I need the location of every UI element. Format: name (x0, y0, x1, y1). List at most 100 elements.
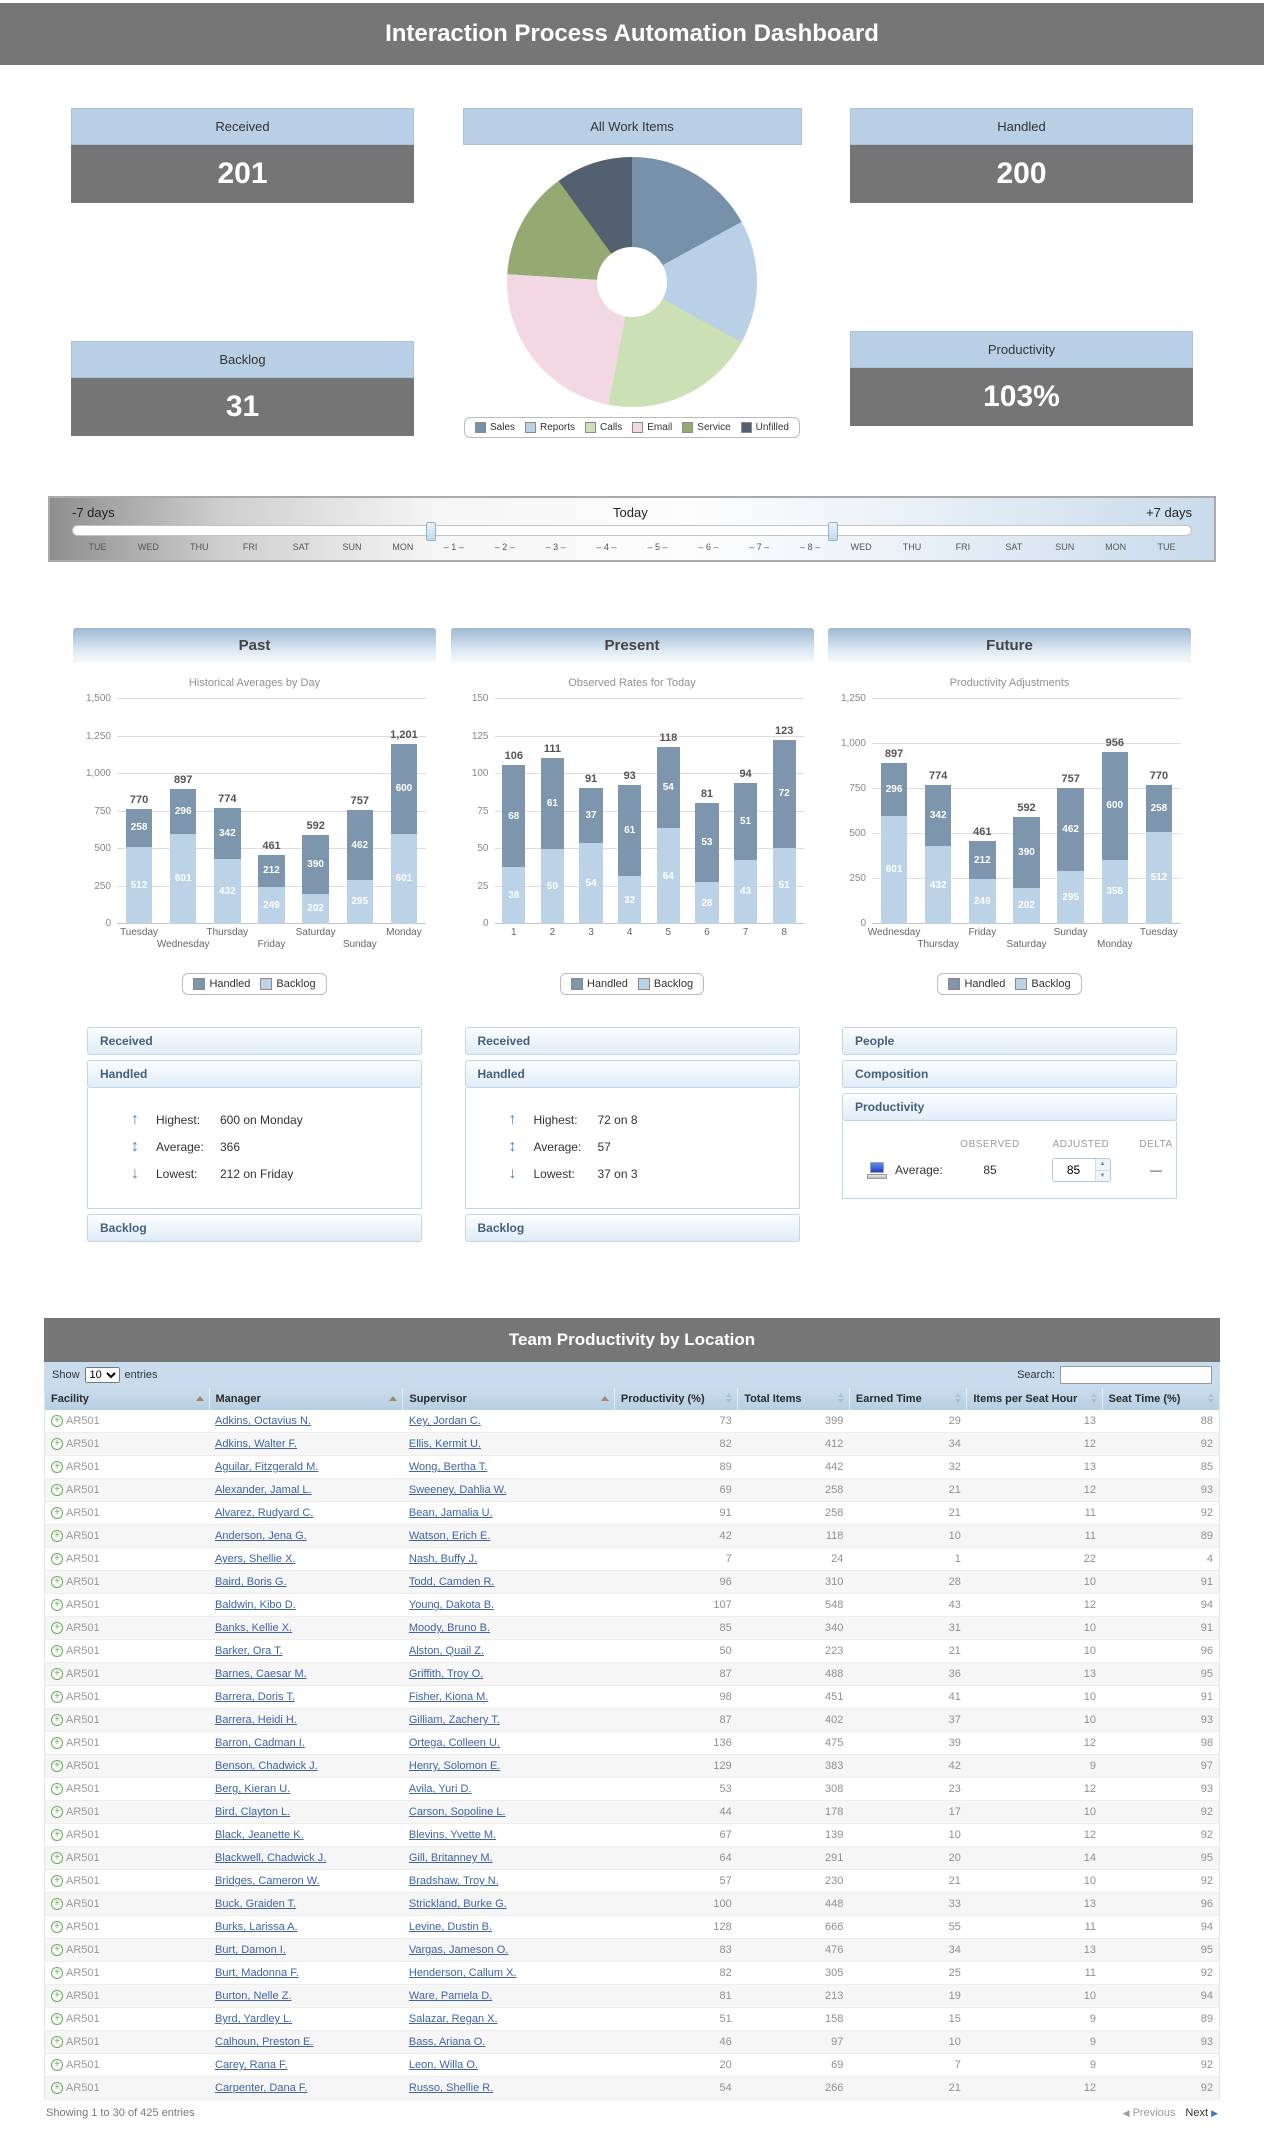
supervisor-link[interactable]: Strickland, Burke G. (408, 1898, 507, 1910)
search-input[interactable] (1060, 1366, 1212, 1384)
adjusted-input[interactable] (1052, 1159, 1095, 1181)
manager-link[interactable]: Adkins, Walter F. (215, 1438, 298, 1450)
accordion-header-backlog[interactable]: Backlog (87, 1214, 422, 1242)
accordion-header-backlog[interactable]: Backlog (464, 1214, 800, 1242)
expand-row-icon[interactable]: + (51, 1599, 63, 1611)
column-header-items-per-seat-hour[interactable]: Items per Seat Hour (966, 1388, 1102, 1410)
expand-row-icon[interactable]: + (51, 1737, 63, 1749)
manager-link[interactable]: Benson, Chadwick J. (215, 1760, 318, 1772)
supervisor-link[interactable]: Nash, Buffy J. (408, 1553, 478, 1565)
supervisor-link[interactable]: Ortega, Colleen U. (408, 1737, 500, 1749)
supervisor-link[interactable]: Avila, Yuri D. (408, 1783, 472, 1795)
column-header-facility[interactable]: Facility (44, 1388, 209, 1410)
expand-row-icon[interactable]: + (51, 1967, 63, 1979)
supervisor-link[interactable]: Vargas, Jameson O. (408, 1944, 509, 1956)
manager-link[interactable]: Berg, Kieran U. (215, 1783, 291, 1795)
expand-row-icon[interactable]: + (51, 1875, 63, 1887)
accordion-header-received[interactable]: Received (464, 1027, 800, 1055)
manager-link[interactable]: Baird, Boris G. (215, 1576, 287, 1588)
expand-row-icon[interactable]: + (51, 2082, 63, 2094)
supervisor-link[interactable]: Salazar, Regan X. (408, 2013, 498, 2025)
manager-link[interactable]: Anderson, Jena G. (215, 1530, 307, 1542)
expand-row-icon[interactable]: + (51, 1852, 63, 1864)
column-header-total-items[interactable]: Total Items (737, 1388, 850, 1410)
accordion-header-handled[interactable]: Handled (87, 1060, 422, 1088)
expand-row-icon[interactable]: + (51, 1461, 63, 1473)
expand-row-icon[interactable]: + (51, 1760, 63, 1772)
supervisor-link[interactable]: Henry, Solomon E. (408, 1760, 501, 1772)
supervisor-link[interactable]: Blevins, Yvette M. (408, 1829, 497, 1841)
supervisor-link[interactable]: Russo, Shellie R. (408, 2082, 494, 2094)
accordion-header-composition[interactable]: Composition (842, 1060, 1177, 1088)
manager-link[interactable]: Barker, Ora T. (215, 1645, 283, 1657)
expand-row-icon[interactable]: + (51, 1415, 63, 1427)
manager-link[interactable]: Burt, Damon I. (215, 1944, 286, 1956)
accordion-header-handled[interactable]: Handled (464, 1060, 800, 1088)
column-header-manager[interactable]: Manager (208, 1388, 403, 1410)
expand-row-icon[interactable]: + (51, 1829, 63, 1841)
supervisor-link[interactable]: Fisher, Kiona M. (408, 1691, 489, 1703)
supervisor-link[interactable]: Bass, Ariana O. (408, 2036, 486, 2048)
manager-link[interactable]: Barrera, Heidi H. (215, 1714, 297, 1726)
supervisor-link[interactable]: Gilliam, Zachery T. (408, 1714, 500, 1726)
expand-row-icon[interactable]: + (51, 1990, 63, 2002)
supervisor-link[interactable]: Carson, Sopoline L. (408, 1806, 506, 1818)
spinner-up-button[interactable]: ▲ (1095, 1159, 1110, 1170)
expand-row-icon[interactable]: + (51, 1944, 63, 1956)
manager-link[interactable]: Calhoun, Preston E. (215, 2036, 314, 2048)
manager-link[interactable]: Carpenter, Dana F. (215, 2082, 308, 2094)
supervisor-link[interactable]: Levine, Dustin B. (408, 1921, 493, 1933)
expand-row-icon[interactable]: + (51, 1691, 63, 1703)
slider-track[interactable] (72, 522, 1192, 541)
column-header-earned-time[interactable]: Earned Time (848, 1388, 967, 1410)
accordion-header-received[interactable]: Received (87, 1027, 422, 1055)
expand-row-icon[interactable]: + (51, 2059, 63, 2071)
supervisor-link[interactable]: Alston, Quail Z. (408, 1645, 485, 1657)
slider-handle-right[interactable] (828, 522, 839, 541)
expand-row-icon[interactable]: + (51, 2013, 63, 2025)
supervisor-link[interactable]: Bean, Jamalia U. (408, 1507, 493, 1519)
expand-row-icon[interactable]: + (51, 2036, 63, 2048)
manager-link[interactable]: Black, Jeanette K. (215, 1829, 304, 1841)
manager-link[interactable]: Burks, Larissa A. (215, 1921, 298, 1933)
slider-handle-left[interactable] (425, 522, 436, 541)
expand-row-icon[interactable]: + (51, 1484, 63, 1496)
manager-link[interactable]: Alvarez, Rudyard C. (215, 1507, 314, 1519)
manager-link[interactable]: Alexander, Jamal L. (215, 1484, 312, 1496)
accordion-header-people[interactable]: People (842, 1027, 1177, 1055)
manager-link[interactable]: Banks, Kellie X. (215, 1622, 293, 1634)
expand-row-icon[interactable]: + (51, 1645, 63, 1657)
expand-row-icon[interactable]: + (51, 1921, 63, 1933)
column-header-productivity-[interactable]: Productivity (%) (613, 1388, 738, 1410)
manager-link[interactable]: Barnes, Caesar M. (215, 1668, 307, 1680)
supervisor-link[interactable]: Ware, Pamela D. (408, 1990, 493, 2002)
previous-page-button[interactable]: ◀ Previous (1122, 2107, 1176, 2119)
manager-link[interactable]: Ayers, Shellie X. (215, 1553, 296, 1565)
accordion-header-productivity[interactable]: Productivity (842, 1093, 1177, 1121)
manager-link[interactable]: Adkins, Octavius N. (215, 1415, 311, 1427)
expand-row-icon[interactable]: + (51, 1668, 63, 1680)
expand-row-icon[interactable]: + (51, 1507, 63, 1519)
supervisor-link[interactable]: Sweeney, Dahlia W. (408, 1484, 507, 1496)
manager-link[interactable]: Byrd, Yardley L. (215, 2013, 293, 2025)
supervisor-link[interactable]: Gill, Britanney M. (408, 1852, 493, 1864)
spinner-down-button[interactable]: ▼ (1095, 1170, 1110, 1181)
expand-row-icon[interactable]: + (51, 1438, 63, 1450)
expand-row-icon[interactable]: + (51, 1576, 63, 1588)
manager-link[interactable]: Aguilar, Fitzgerald M. (215, 1461, 319, 1473)
supervisor-link[interactable]: Leon, Willa O. (408, 2059, 478, 2071)
expand-row-icon[interactable]: + (51, 1783, 63, 1795)
supervisor-link[interactable]: Ellis, Kermit U. (408, 1438, 481, 1450)
supervisor-link[interactable]: Key, Jordan C. (408, 1415, 481, 1427)
manager-link[interactable]: Buck, Graiden T. (215, 1898, 297, 1910)
supervisor-link[interactable]: Watson, Erich E. (408, 1530, 491, 1542)
next-page-button[interactable]: Next ▶ (1185, 2107, 1218, 2119)
supervisor-link[interactable]: Todd, Camden R. (408, 1576, 495, 1588)
supervisor-link[interactable]: Bradshaw, Troy N. (408, 1875, 499, 1887)
supervisor-link[interactable]: Young, Dakota B. (408, 1599, 495, 1611)
supervisor-link[interactable]: Moody, Bruno B. (408, 1622, 490, 1634)
expand-row-icon[interactable]: + (51, 1530, 63, 1542)
supervisor-link[interactable]: Wong, Bertha T. (408, 1461, 488, 1473)
expand-row-icon[interactable]: + (51, 1898, 63, 1910)
page-size-select[interactable]: 10 (84, 1367, 120, 1383)
